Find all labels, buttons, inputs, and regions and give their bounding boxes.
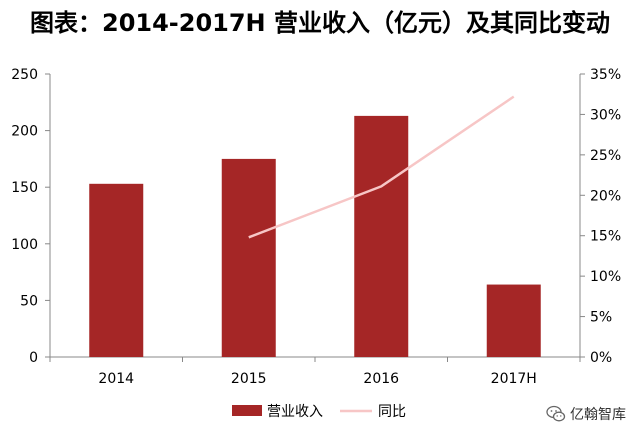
x-tick-label: 2016 <box>363 371 399 387</box>
y-left-tick-label: 150 <box>11 180 38 196</box>
y-right-tick-label: 20% <box>590 188 621 204</box>
y-right-tick-label: 25% <box>590 148 621 164</box>
y-right-tick-label: 30% <box>590 107 621 123</box>
x-tick-label: 2017H <box>491 371 537 387</box>
y-right-tick-label: 0% <box>590 350 612 366</box>
chart-title: 图表：2014-2017H 营业收入（亿元）及其同比变动 <box>30 8 610 37</box>
watermark-text: 亿翰智库 <box>570 407 626 423</box>
y-right-tick-label: 15% <box>590 229 621 245</box>
wechat-icon <box>546 405 566 422</box>
revenue-bar <box>89 183 144 357</box>
watermark: 亿翰智库 <box>546 403 626 425</box>
y-right-tick-label: 10% <box>590 269 621 285</box>
revenue-bar <box>486 284 541 357</box>
y-left-tick-label: 0 <box>29 350 38 366</box>
legend-label-yoy: 同比 <box>378 404 406 420</box>
legend-label-revenue: 营业收入 <box>267 404 323 420</box>
x-tick-label: 2014 <box>98 371 134 387</box>
x-tick-label: 2015 <box>231 371 267 387</box>
revenue-bar <box>221 158 276 357</box>
y-left-tick-label: 200 <box>11 124 38 140</box>
y-left-tick-label: 50 <box>20 293 38 309</box>
y-right-tick-label: 5% <box>590 310 612 326</box>
y-left-tick-label: 250 <box>11 67 38 83</box>
y-left-tick-label: 100 <box>11 237 38 253</box>
revenue-bar <box>354 115 409 357</box>
y-right-tick-label: 35% <box>590 67 621 83</box>
legend-swatch-revenue <box>232 405 262 416</box>
yoy-line <box>248 95 515 239</box>
